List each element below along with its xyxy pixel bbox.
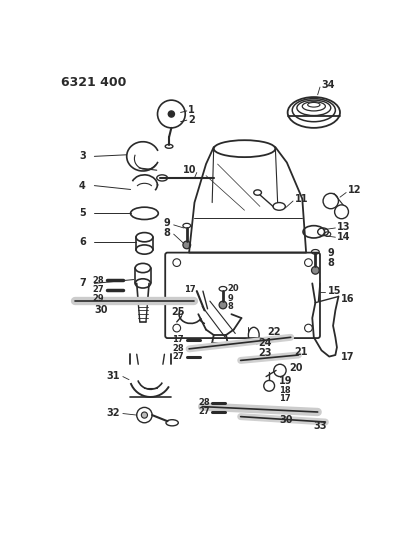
Text: 11: 11 bbox=[295, 193, 308, 204]
Text: 8: 8 bbox=[164, 228, 171, 238]
Text: 3: 3 bbox=[79, 151, 86, 161]
Text: 17: 17 bbox=[341, 352, 354, 361]
Text: 21: 21 bbox=[295, 347, 308, 357]
Text: 19: 19 bbox=[279, 376, 293, 386]
Text: 20: 20 bbox=[289, 363, 303, 373]
Text: 17: 17 bbox=[184, 285, 196, 294]
Text: 30: 30 bbox=[279, 415, 293, 425]
Text: 10: 10 bbox=[183, 165, 196, 175]
Text: 27: 27 bbox=[92, 285, 104, 294]
Text: 17: 17 bbox=[172, 335, 184, 344]
Text: 23: 23 bbox=[258, 348, 272, 358]
Text: 4: 4 bbox=[79, 181, 86, 191]
Text: 33: 33 bbox=[314, 421, 327, 431]
Text: 13: 13 bbox=[337, 222, 350, 232]
Text: 2: 2 bbox=[188, 115, 195, 125]
Text: 27: 27 bbox=[172, 352, 184, 361]
Text: 5: 5 bbox=[79, 208, 86, 219]
Text: 24: 24 bbox=[258, 338, 272, 348]
Circle shape bbox=[312, 266, 319, 274]
Circle shape bbox=[168, 111, 175, 117]
Text: 29: 29 bbox=[92, 294, 104, 303]
Text: 9: 9 bbox=[228, 294, 233, 303]
Circle shape bbox=[141, 412, 148, 418]
Text: 7: 7 bbox=[79, 278, 86, 288]
Text: 9: 9 bbox=[328, 248, 335, 259]
Text: 15: 15 bbox=[328, 286, 341, 296]
Circle shape bbox=[183, 241, 191, 249]
Text: 20: 20 bbox=[228, 284, 239, 293]
Text: 18: 18 bbox=[279, 386, 291, 395]
Text: 6: 6 bbox=[79, 237, 86, 247]
Text: 28: 28 bbox=[172, 344, 184, 353]
Text: 32: 32 bbox=[106, 408, 120, 418]
Text: 34: 34 bbox=[322, 80, 335, 90]
Text: 25: 25 bbox=[171, 307, 185, 317]
Text: 9: 9 bbox=[164, 219, 171, 228]
Text: 28: 28 bbox=[92, 276, 104, 285]
Text: 8: 8 bbox=[228, 302, 233, 311]
Text: 31: 31 bbox=[106, 371, 120, 381]
Circle shape bbox=[219, 301, 227, 309]
Text: 8: 8 bbox=[328, 259, 335, 269]
Text: 28: 28 bbox=[198, 398, 210, 407]
Text: 22: 22 bbox=[268, 327, 281, 337]
Text: 16: 16 bbox=[341, 294, 354, 304]
Text: 6321 400: 6321 400 bbox=[61, 76, 126, 90]
Text: 12: 12 bbox=[348, 185, 361, 195]
Text: 17: 17 bbox=[279, 394, 291, 402]
Text: 27: 27 bbox=[198, 408, 210, 416]
Text: 30: 30 bbox=[94, 305, 108, 316]
Text: 14: 14 bbox=[337, 232, 350, 242]
Text: 1: 1 bbox=[188, 105, 195, 115]
